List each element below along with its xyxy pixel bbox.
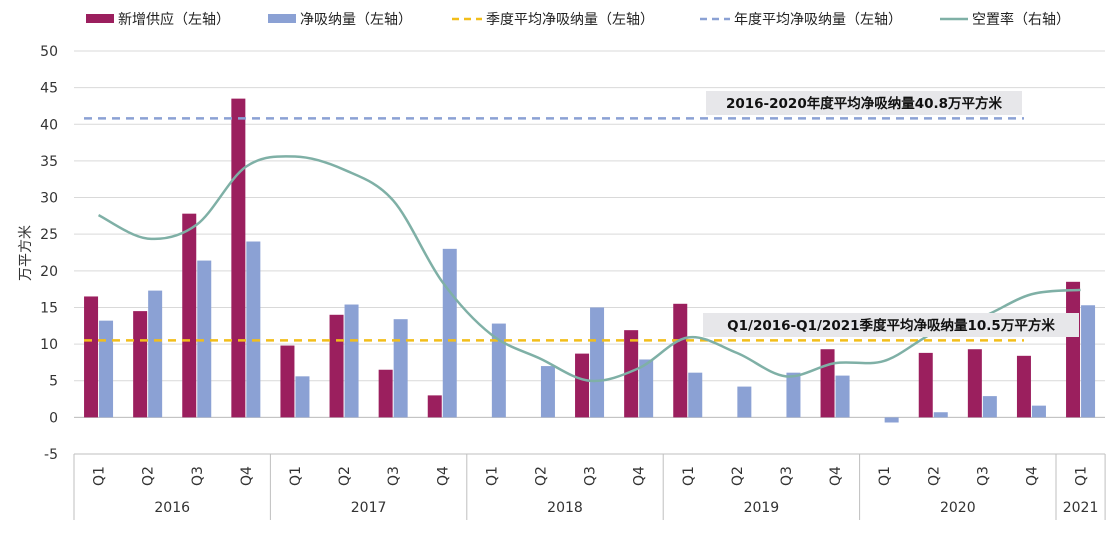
x-tick-label: Q1 <box>681 466 697 486</box>
legend-label: 新增供应（左轴） <box>118 11 230 28</box>
supply-bar <box>133 311 148 418</box>
legend-label: 季度平均净吸纳量（左轴） <box>486 12 654 28</box>
legend-swatch <box>86 14 114 23</box>
y-tick-label: 35 <box>40 154 58 170</box>
absorption-bar <box>639 359 654 418</box>
x-tick-label: Q4 <box>239 466 255 486</box>
x-tick-label: Q4 <box>435 466 451 486</box>
x-tick-label: Q3 <box>779 466 795 486</box>
supply-bar <box>575 353 590 418</box>
legend-label: 空置率（右轴） <box>972 11 1070 28</box>
absorption-bar <box>99 320 114 418</box>
average-lines <box>84 117 1024 342</box>
absorption-bar <box>246 241 261 418</box>
y-tick-label: 0 <box>49 410 58 426</box>
annotation-text: Q1/2016-Q1/2021季度平均净吸纳量10.5万平方米 <box>727 317 1055 334</box>
absorption-bar <box>295 376 310 418</box>
supply-bar <box>967 349 982 418</box>
y-tick-label: 45 <box>40 81 58 97</box>
annotation-box <box>703 313 1079 337</box>
supply-bar <box>673 303 688 418</box>
y-tick-label: 5 <box>49 374 58 390</box>
absorption-bar <box>835 375 850 418</box>
supply-bar <box>820 349 835 418</box>
absorption-bar <box>393 319 408 418</box>
x-tick-label: Q2 <box>533 466 549 486</box>
x-tick-label: Q3 <box>386 466 402 486</box>
vacancy-line <box>97 155 1081 383</box>
year-label: 2017 <box>351 500 387 516</box>
absorption-bar <box>884 417 899 423</box>
supply-bar <box>378 369 393 418</box>
y-tick-label: 15 <box>40 300 58 316</box>
x-tick-label: Q1 <box>288 466 304 486</box>
y-axis: -5 0 5 10 15 20 25 30 35 40 45 50 <box>40 44 58 463</box>
year-label: 2020 <box>940 500 976 516</box>
absorption-bar <box>148 290 163 418</box>
x-axis: Q1 Q2 Q3 Q4 Q1 Q2 Q3 Q4 Q1 Q2 Q3 Q4 Q1 Q2 Q3 Q4 Q1 Q2 Q3 Q4… <box>73 453 1106 520</box>
y-tick-label: 25 <box>40 227 58 243</box>
absorption-bar <box>688 372 703 418</box>
supply-bar <box>1016 355 1031 418</box>
y-tick-label: 30 <box>40 191 58 207</box>
supply-bar <box>231 98 246 418</box>
x-tick-label: Q1 <box>877 466 893 486</box>
x-tick-label: Q3 <box>190 466 206 486</box>
legend: 新增供应（左轴） 净吸纳量（左轴） 季度平均净吸纳量（左轴） 年度平均净吸纳量（左轴）… <box>86 11 1070 28</box>
year-label: 2018 <box>547 500 583 516</box>
year-label: 2021 <box>1063 500 1099 516</box>
y-tick-label: 50 <box>40 44 58 60</box>
x-tick-label: Q4 <box>1024 466 1040 486</box>
annotation-text: 2016-2020年度平均净吸纳量40.8万平方米 <box>726 95 1003 112</box>
y-tick-label: -5 <box>44 447 58 463</box>
supply-bar <box>427 395 442 418</box>
legend-label: 净吸纳量（左轴） <box>300 12 412 28</box>
y-tick-label: 10 <box>40 337 58 353</box>
x-tick-label: Q2 <box>730 466 746 486</box>
supply-bar <box>1066 281 1081 418</box>
absorption-bar <box>1031 405 1046 418</box>
supply-bar <box>624 330 639 418</box>
absorption-bar <box>737 386 752 418</box>
x-tick-label: Q4 <box>828 466 844 486</box>
supply-bar <box>84 296 99 418</box>
vacancy-rate-line <box>97 155 1081 383</box>
absorption-bar <box>344 304 359 418</box>
supply-bar <box>182 213 197 418</box>
year-label: 2019 <box>744 500 780 516</box>
absorption-bar <box>540 366 555 418</box>
x-tick-label: Q3 <box>583 466 599 486</box>
x-tick-label: Q2 <box>926 466 942 486</box>
x-tick-label: Q1 <box>484 466 500 486</box>
absorption-bar <box>197 260 212 418</box>
supply-bar <box>280 345 295 418</box>
absorption-bar <box>590 307 605 418</box>
x-tick-label: Q2 <box>337 466 353 486</box>
annotation-box <box>706 91 1022 115</box>
bars <box>84 98 1096 423</box>
x-tick-label: Q1 <box>92 466 108 486</box>
absorption-bar <box>442 248 457 418</box>
legend-swatch <box>268 14 296 23</box>
absorption-bar <box>491 323 506 418</box>
absorption-bar <box>982 396 997 418</box>
supply-bar <box>329 314 344 418</box>
x-tick-label: Q4 <box>632 466 648 486</box>
y-axis-label: 万平方米 <box>18 225 34 281</box>
annotations: 2016-2020年度平均净吸纳量40.8万平方米 Q1/2016-Q1/2021… <box>703 91 1079 337</box>
legend-label: 年度平均净吸纳量（左轴） <box>734 12 902 28</box>
absorption-bar <box>933 412 948 418</box>
year-label: 2016 <box>154 500 190 516</box>
supply-bar <box>918 352 933 418</box>
x-tick-label: Q2 <box>141 466 157 486</box>
y-tick-label: 40 <box>40 117 58 133</box>
x-tick-label: Q3 <box>975 466 991 486</box>
absorption-bar <box>1081 305 1096 418</box>
x-tick-label: Q1 <box>1074 466 1090 486</box>
y-tick-label: 20 <box>40 264 58 280</box>
absorption-bar <box>786 372 801 418</box>
